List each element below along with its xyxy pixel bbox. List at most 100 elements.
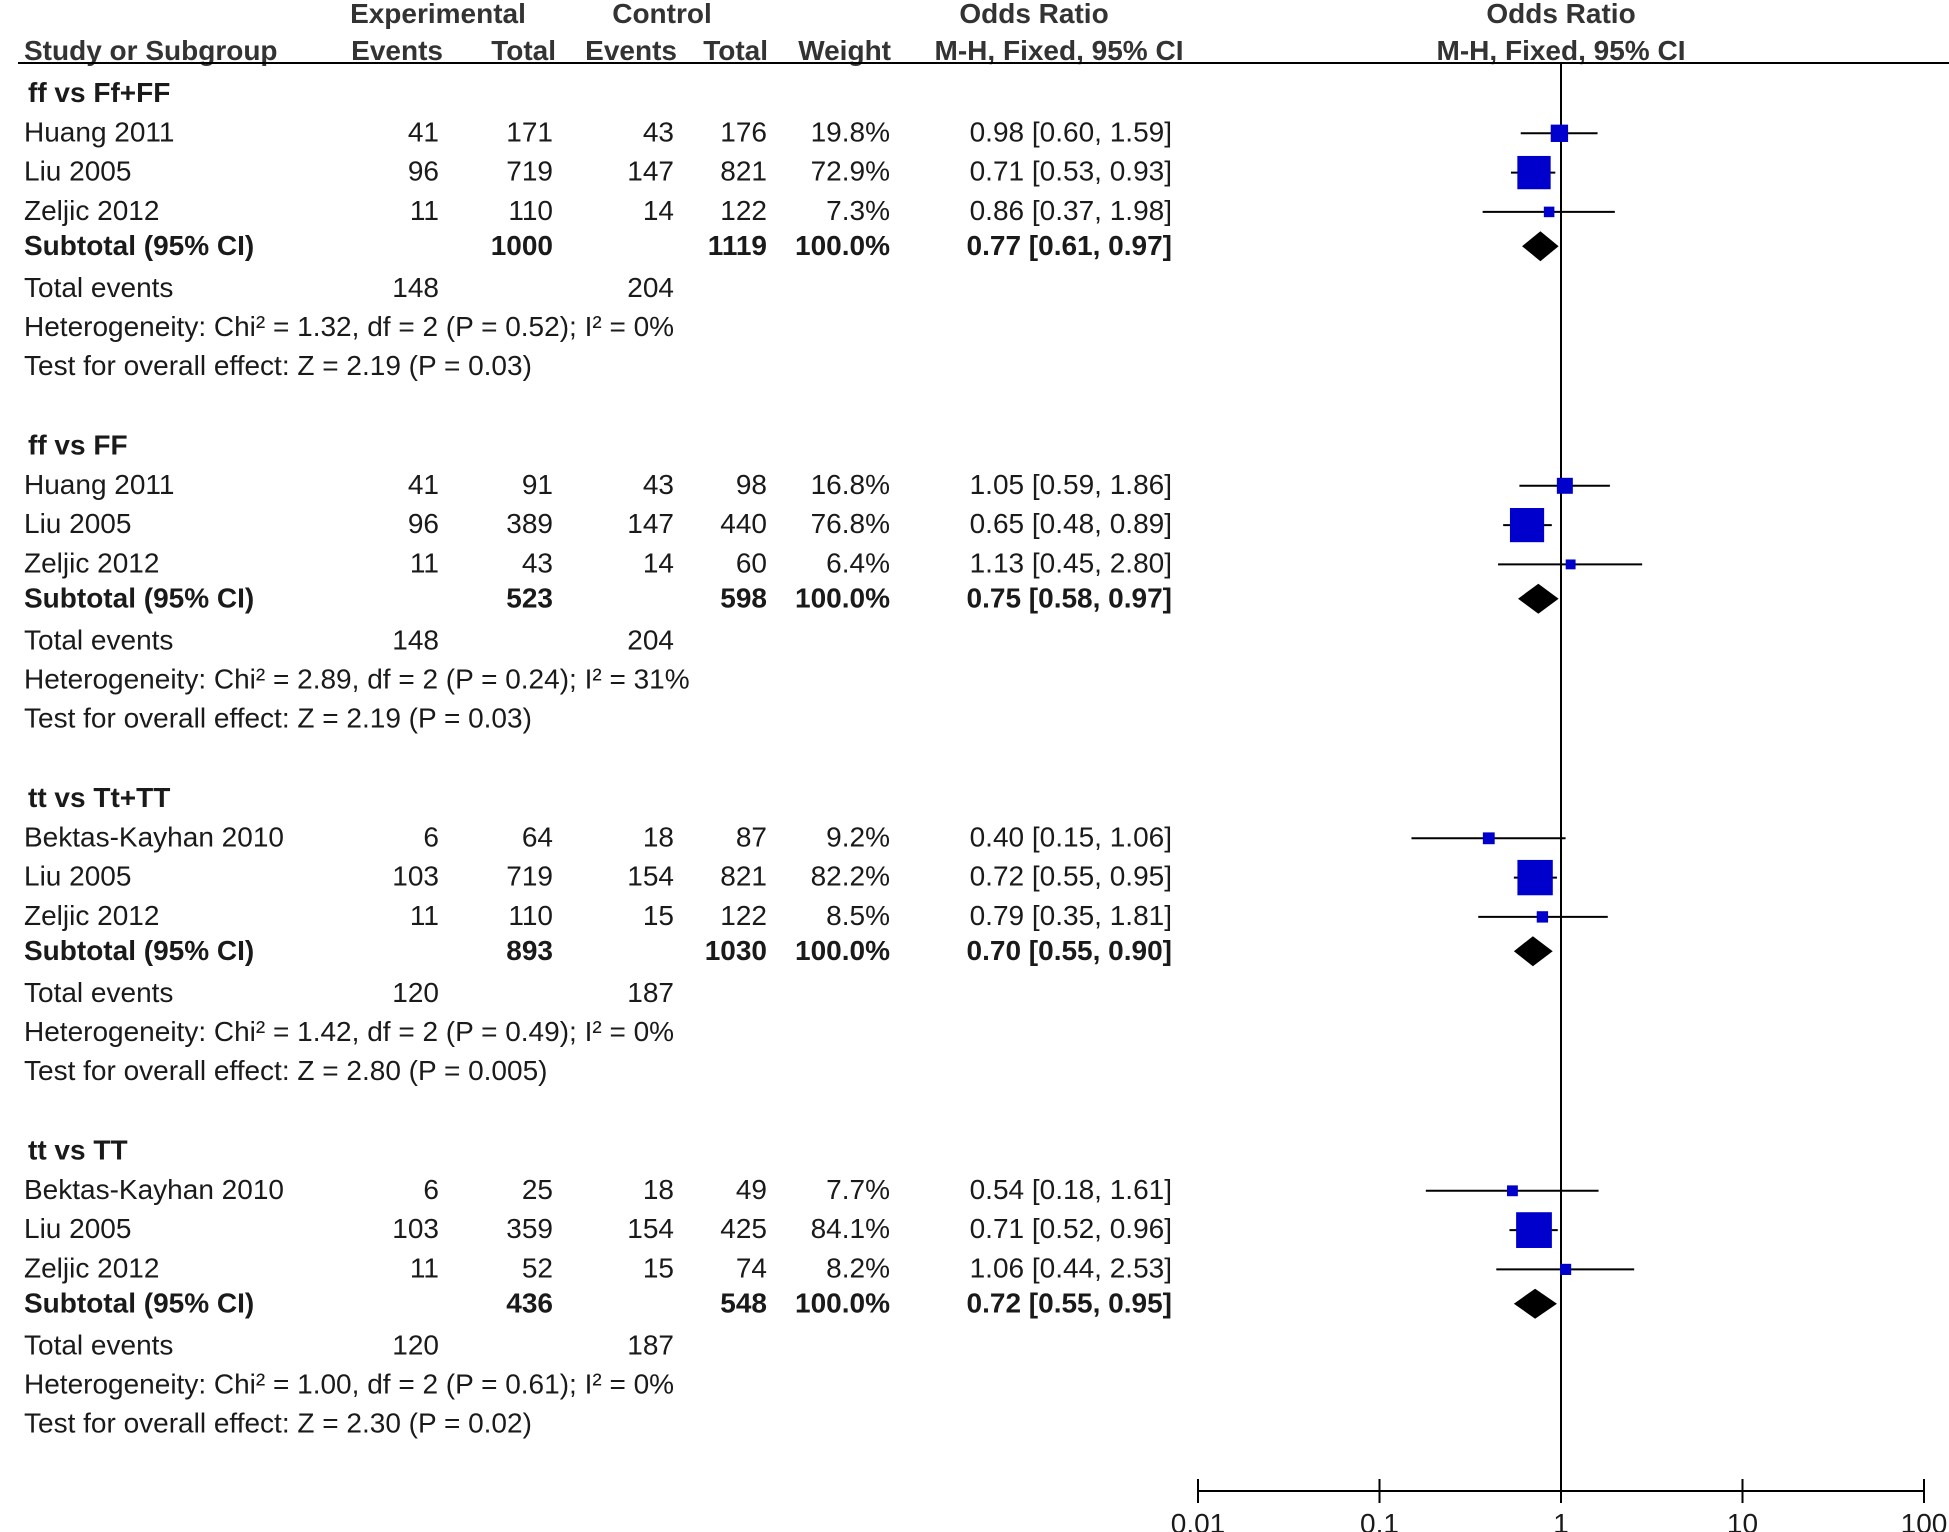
study-box <box>1517 155 1551 190</box>
study-name: Zeljic 2012 <box>24 195 159 226</box>
subtotal-exp-total: 436 <box>506 1288 553 1319</box>
subtotal-ci: 0.77 [0.61, 0.97] <box>967 230 1172 261</box>
total-events-label: Total events <box>24 625 173 656</box>
study-exp-events: 11 <box>410 900 439 931</box>
study-ctrl-events: 154 <box>627 861 674 892</box>
study-exp-total: 389 <box>506 508 553 539</box>
x-axis: 0.01 0.1 1 10 100 <box>1171 1479 1947 1532</box>
study-exp-events: 96 <box>408 508 439 539</box>
subtotal-weight: 100.0% <box>795 230 890 261</box>
study-exp-events: 6 <box>423 1174 439 1205</box>
study-box <box>1517 859 1553 896</box>
plot-marks <box>1411 63 1643 1491</box>
study-ctrl-total: 821 <box>720 861 767 892</box>
total-events-label: Total events <box>24 272 173 303</box>
study-box <box>1507 1185 1518 1197</box>
study-weight: 76.8% <box>811 508 890 539</box>
study-ctrl-total: 122 <box>720 195 767 226</box>
study-exp-events: 6 <box>423 821 439 852</box>
total-events-ctrl: 204 <box>627 625 674 656</box>
study-name: Bektas-Kayhan 2010 <box>24 1174 284 1205</box>
subtotal-ci: 0.75 [0.58, 0.97] <box>967 583 1172 614</box>
study-box <box>1556 477 1573 494</box>
subtotal-ctrl-total: 1030 <box>705 935 767 966</box>
study-exp-events: 96 <box>408 156 439 187</box>
study-box <box>1536 911 1549 923</box>
x-tick-label: 1 <box>1553 1508 1569 1532</box>
study-name: Huang 2011 <box>24 469 175 500</box>
heterogeneity-text: Heterogeneity: Chi² = 1.42, df = 2 (P = … <box>24 1016 674 1047</box>
study-exp-total: 719 <box>506 156 553 187</box>
study-weight: 8.2% <box>826 1252 890 1283</box>
study-name: Zeljic 2012 <box>24 900 159 931</box>
study-exp-events: 41 <box>408 469 439 500</box>
study-weight: 7.3% <box>826 195 890 226</box>
study-exp-total: 91 <box>522 469 553 500</box>
subtotal-weight: 100.0% <box>795 583 890 614</box>
study-ci: 0.40 [0.15, 1.06] <box>970 821 1172 852</box>
study-ctrl-events: 147 <box>627 508 674 539</box>
study-weight: 9.2% <box>826 821 890 852</box>
total-events-exp: 148 <box>392 272 439 303</box>
study-ctrl-total: 74 <box>736 1252 767 1283</box>
study-exp-total: 359 <box>506 1213 553 1244</box>
subtotal-label: Subtotal (95% CI) <box>24 583 254 614</box>
subtotal-ci: 0.72 [0.55, 0.95] <box>967 1288 1172 1319</box>
study-ci: 0.71 [0.52, 0.96] <box>970 1213 1172 1244</box>
header-ctrl-events: Events <box>585 35 677 66</box>
subgroup-title: ff vs FF <box>28 430 128 461</box>
study-ctrl-events: 15 <box>643 900 674 931</box>
study-exp-events: 11 <box>410 547 439 578</box>
x-tick-label: 0.01 <box>1171 1508 1226 1532</box>
total-events-exp: 120 <box>392 977 439 1008</box>
overall-effect-text: Test for overall effect: Z = 2.19 (P = 0… <box>24 350 532 381</box>
study-ctrl-total: 176 <box>720 116 767 147</box>
subtotal-exp-total: 523 <box>506 583 553 614</box>
study-exp-events: 41 <box>408 116 439 147</box>
heterogeneity-text: Heterogeneity: Chi² = 1.00, df = 2 (P = … <box>24 1369 674 1400</box>
heterogeneity-text: Heterogeneity: Chi² = 2.89, df = 2 (P = … <box>24 664 690 695</box>
study-weight: 7.7% <box>826 1174 890 1205</box>
study-ctrl-events: 18 <box>643 821 674 852</box>
subgroup-title: tt vs Tt+TT <box>28 782 170 813</box>
subtotal-weight: 100.0% <box>795 935 890 966</box>
study-weight: 6.4% <box>826 547 890 578</box>
study-name: Zeljic 2012 <box>24 547 159 578</box>
study-ci: 0.86 [0.37, 1.98] <box>970 195 1172 226</box>
subtotal-label: Subtotal (95% CI) <box>24 935 254 966</box>
study-exp-total: 52 <box>522 1252 553 1283</box>
overall-effect-text: Test for overall effect: Z = 2.30 (P = 0… <box>24 1408 532 1439</box>
study-ctrl-total: 60 <box>736 547 767 578</box>
study-ctrl-events: 15 <box>643 1252 674 1283</box>
study-ci: 0.71 [0.53, 0.93] <box>970 156 1172 187</box>
total-events-ctrl: 204 <box>627 272 674 303</box>
subtotal-exp-total: 893 <box>506 935 553 966</box>
study-ctrl-total: 440 <box>720 508 767 539</box>
study-exp-total: 171 <box>506 116 553 147</box>
study-exp-total: 43 <box>522 547 553 578</box>
study-ci: 0.79 [0.35, 1.81] <box>970 900 1172 931</box>
study-ctrl-total: 425 <box>720 1213 767 1244</box>
table-rows: ff vs Ff+FF Huang 2011 41 171 43 176 19.8% 0.98… <box>24 77 1172 1439</box>
study-ctrl-total: 821 <box>720 156 767 187</box>
subtotal-label: Subtotal (95% CI) <box>24 230 254 261</box>
study-weight: 84.1% <box>811 1213 890 1244</box>
study-weight: 8.5% <box>826 900 890 931</box>
total-events-label: Total events <box>24 977 173 1008</box>
summary-diamond <box>1518 583 1559 614</box>
study-name: Zeljic 2012 <box>24 1252 159 1283</box>
total-events-ctrl: 187 <box>627 977 674 1008</box>
study-exp-total: 25 <box>522 1174 553 1205</box>
study-exp-events: 11 <box>410 1252 439 1283</box>
header-exp-events: Events <box>351 35 443 66</box>
study-box <box>1509 508 1545 543</box>
subgroup-title: ff vs Ff+FF <box>28 77 170 108</box>
header-ctrl-total: Total <box>703 35 768 66</box>
header-weight: Weight <box>798 35 891 66</box>
study-ctrl-events: 147 <box>627 156 674 187</box>
study-ci: 0.65 [0.48, 0.89] <box>970 508 1172 539</box>
subtotal-ctrl-total: 1119 <box>708 230 767 261</box>
study-name: Liu 2005 <box>24 1213 131 1244</box>
study-exp-total: 64 <box>522 821 553 852</box>
